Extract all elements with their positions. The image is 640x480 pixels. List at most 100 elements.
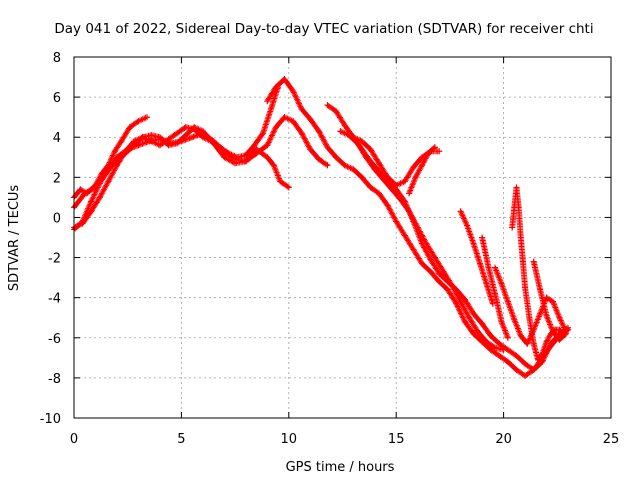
data-point (530, 366, 537, 373)
data-point (517, 234, 524, 241)
data-point (522, 360, 529, 367)
data-point (277, 178, 284, 185)
data-point (88, 198, 95, 205)
data-point (333, 154, 340, 161)
data-point (511, 316, 518, 323)
data-point (539, 350, 546, 357)
data-point (530, 340, 537, 347)
data-point (504, 334, 511, 341)
series-marks (71, 114, 150, 201)
data-point (427, 256, 434, 263)
data-point (148, 132, 155, 139)
data-point (453, 300, 460, 307)
data-point (487, 332, 494, 339)
y-tick-label: -10 (40, 412, 61, 427)
data-point (530, 258, 537, 265)
data-point (367, 146, 374, 153)
data-point (199, 128, 206, 135)
data-point (410, 164, 417, 171)
data-point (191, 124, 198, 131)
data-point (131, 142, 138, 149)
data-point (483, 280, 490, 287)
data-point (324, 162, 331, 169)
data-point (556, 336, 563, 343)
data-point (384, 202, 391, 209)
x-tick-label: 10 (281, 432, 298, 447)
data-point (146, 138, 153, 145)
y-tick-label: -2 (48, 252, 61, 267)
data-point (444, 286, 451, 293)
data-point (470, 240, 477, 247)
plot-frame (73, 56, 612, 419)
data-point (474, 328, 481, 335)
data-point (496, 340, 503, 347)
y-axis-title: SDTVAR / TECUs (7, 185, 22, 292)
data-point (290, 118, 297, 125)
data-point (537, 310, 544, 317)
data-point (393, 182, 400, 189)
series-track-9 (406, 144, 438, 197)
y-tick-label: -8 (48, 372, 61, 387)
data-point (122, 150, 129, 157)
data-point (457, 208, 464, 215)
data-point (307, 116, 314, 123)
data-point (260, 130, 267, 137)
data-point (156, 142, 163, 149)
x-tick-label: 25 (603, 432, 620, 447)
data-point (376, 160, 383, 167)
tick-labels: 0 5 10 15 20 25 -10 -8 -6 -4 -2 0 2 4 6 8 (40, 51, 620, 447)
data-point (264, 142, 271, 149)
data-point (466, 314, 473, 321)
data-point (144, 114, 151, 121)
chart-title: Day 041 of 2022, Sidereal Day-to-day VTE… (54, 21, 593, 37)
data-point (118, 138, 125, 145)
data-point (393, 218, 400, 225)
data-point (470, 310, 477, 317)
data-point (539, 358, 546, 365)
data-point (363, 154, 370, 161)
data-point (483, 338, 490, 345)
x-tick-label: 5 (177, 432, 185, 447)
data-point (543, 338, 550, 345)
data-point (96, 194, 103, 201)
series-track-12 (492, 264, 569, 347)
data-point (111, 148, 118, 155)
data-point (513, 366, 520, 373)
data-points (71, 76, 572, 379)
data-point (427, 268, 434, 275)
data-point (182, 132, 189, 139)
data-point (270, 162, 277, 169)
data-point (496, 352, 503, 359)
series-track-14 (530, 258, 569, 343)
data-point (515, 204, 522, 211)
data-point (513, 352, 520, 359)
data-point (440, 268, 447, 275)
x-tick-label: 20 (495, 432, 512, 447)
data-point (174, 140, 181, 147)
x-axis-title: GPS time / hours (286, 460, 395, 475)
x-tick-label: 0 (70, 432, 78, 447)
data-point (189, 134, 196, 141)
y-tick-label: 8 (53, 51, 61, 66)
data-point (333, 108, 340, 115)
data-point (380, 176, 387, 183)
data-point (509, 224, 516, 231)
data-point (242, 152, 249, 159)
data-point (522, 372, 529, 379)
data-point (376, 190, 383, 197)
data-point (401, 232, 408, 239)
data-point (524, 340, 531, 347)
data-point (498, 280, 505, 287)
data-point (174, 130, 181, 137)
data-point (210, 140, 217, 147)
series-track-7 (337, 128, 507, 353)
y-tick-label: 4 (53, 131, 61, 146)
data-point (412, 174, 419, 181)
data-point (388, 186, 395, 193)
data-point (79, 218, 86, 225)
data-point (253, 146, 260, 153)
data-point (232, 160, 239, 167)
data-point (534, 356, 541, 363)
data-point (406, 190, 413, 197)
